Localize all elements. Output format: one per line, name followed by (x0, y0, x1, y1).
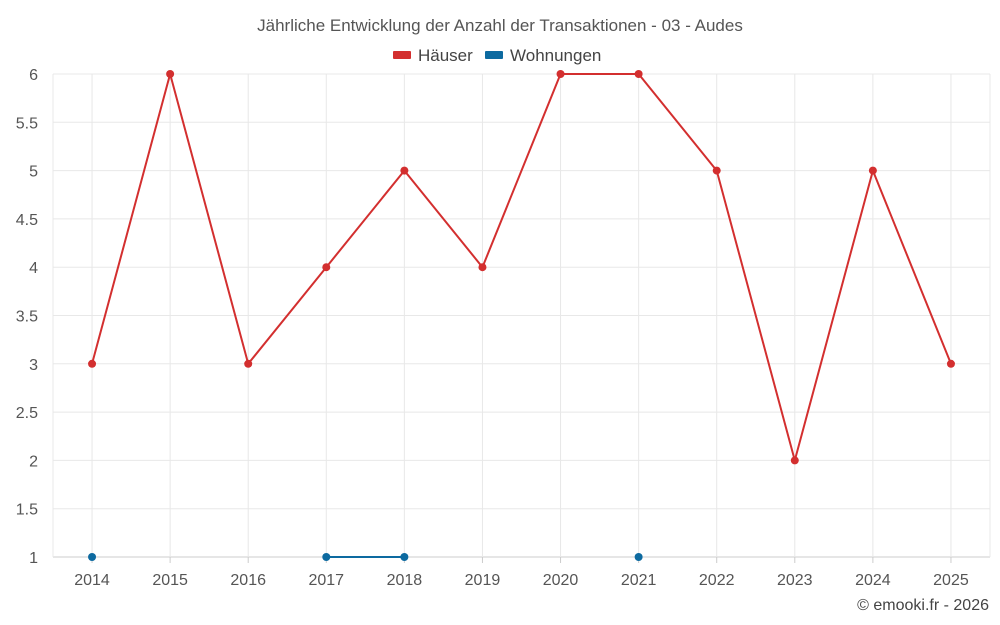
x-tick-label: 2024 (855, 572, 891, 589)
data-point[interactable] (322, 553, 331, 561)
x-tick-label: 2025 (933, 572, 969, 589)
credit-text: © emooki.fr - 2026 (857, 597, 989, 614)
x-tick-label: 2020 (543, 572, 579, 589)
x-tick-label: 2019 (465, 572, 501, 589)
data-point[interactable] (322, 263, 331, 272)
legend: Häuser Wohnungen (393, 46, 601, 65)
y-tick-label: 5.5 (16, 115, 38, 132)
data-point[interactable] (790, 456, 799, 465)
series-line (91, 73, 952, 462)
data-point[interactable] (166, 70, 175, 78)
data-point[interactable] (88, 553, 97, 561)
y-tick-label: 5 (29, 164, 38, 181)
legend-item-haeuser[interactable]: Häuser (393, 46, 473, 65)
data-point[interactable] (868, 166, 877, 175)
x-tick-label: 2023 (777, 572, 813, 589)
legend-swatch-wohnungen (485, 51, 503, 59)
y-tick-label: 1 (29, 550, 38, 567)
data-point[interactable] (400, 166, 409, 175)
x-tick-label: 2017 (308, 572, 344, 589)
y-tick-label: 2.5 (16, 405, 38, 422)
series (88, 70, 955, 561)
grid (52, 73, 991, 563)
x-axis-ticks: 2014 2015 2016 2017 2018 2019 2020 2021 2022 2023… (74, 572, 969, 589)
y-tick-label: 3 (29, 357, 38, 374)
legend-label-haeuser: Häuser (418, 46, 473, 65)
legend-item-wohnungen[interactable]: Wohnungen (485, 46, 601, 65)
y-tick-label: 4.5 (16, 212, 38, 229)
x-tick-label: 2018 (387, 572, 423, 589)
data-point[interactable] (400, 553, 409, 561)
x-tick-label: 2021 (621, 572, 657, 589)
series-wohnungen (88, 553, 643, 561)
x-tick-label: 2015 (152, 572, 188, 589)
x-tick-label: 2014 (74, 572, 110, 589)
legend-swatch-haeuser (393, 51, 411, 59)
y-tick-label: 2 (29, 453, 38, 470)
y-tick-label: 6 (29, 67, 38, 84)
data-point[interactable] (244, 359, 253, 368)
data-point[interactable] (556, 70, 565, 78)
data-point[interactable] (478, 263, 487, 272)
data-point[interactable] (634, 70, 643, 78)
x-tick-label: 2016 (230, 572, 266, 589)
x-tick-label: 2022 (699, 572, 735, 589)
data-point[interactable] (88, 359, 97, 368)
data-point[interactable] (634, 553, 643, 561)
data-point[interactable] (712, 166, 721, 175)
series-haeuser (88, 70, 955, 465)
y-tick-label: 1.5 (16, 502, 38, 519)
y-tick-label: 3.5 (16, 309, 38, 326)
y-axis-ticks: 1 1.5 2 2.5 3 3.5 4 4.5 5 5.5 6 (16, 67, 38, 567)
data-point[interactable] (946, 359, 955, 368)
legend-label-wohnungen: Wohnungen (510, 46, 601, 65)
chart-title: Jährliche Entwicklung der Anzahl der Tra… (257, 16, 743, 35)
y-tick-label: 4 (29, 260, 38, 277)
